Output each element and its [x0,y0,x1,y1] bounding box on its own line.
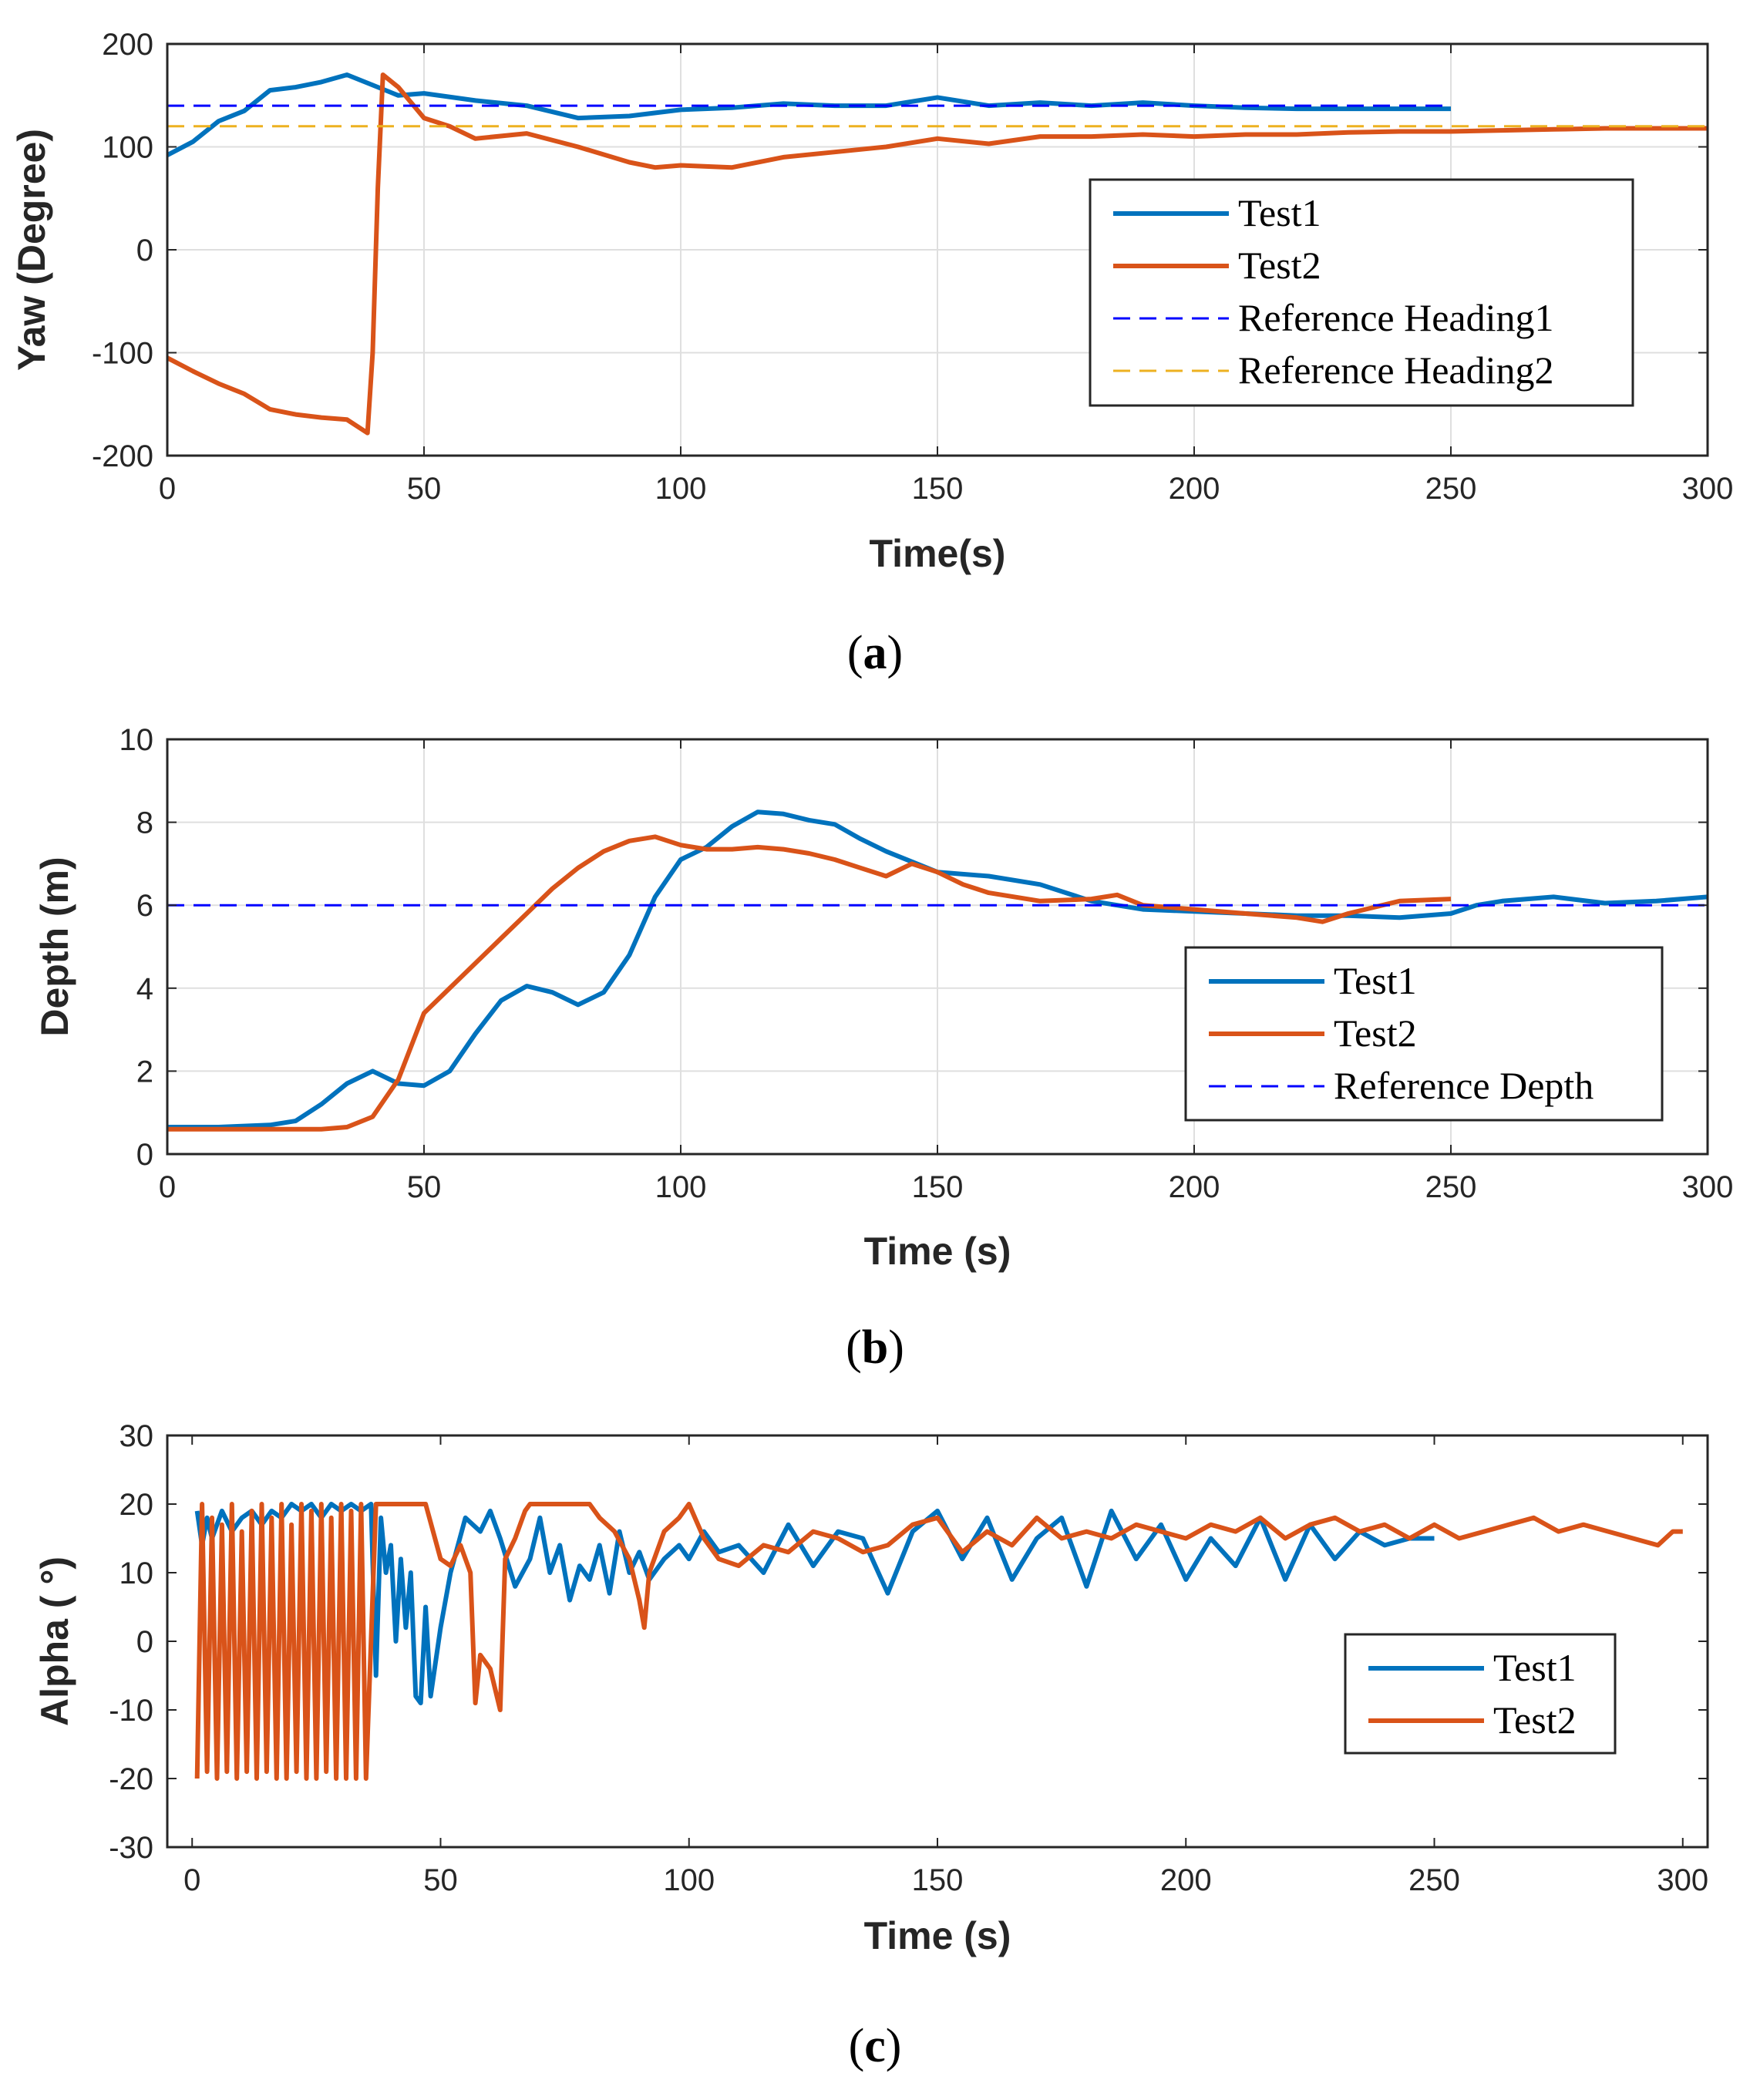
legend: Test1 Test2 Reference Heading1 Reference He… [1089,178,1634,407]
y-tick-label: 2 [136,1055,153,1089]
caption-paren-open: ( [846,1321,862,1374]
y-tick-label: 6 [136,889,153,923]
y-tick-label: 0 [136,1138,153,1172]
series-group [167,72,1708,436]
y-tick-label: 30 [119,1419,154,1453]
legend-label: Test2 [1493,1698,1577,1742]
series-group [167,809,1708,1132]
y-axis-title: Yaw (Degree) [10,129,53,371]
panel-caption: (a) [847,627,903,679]
series-line-test2 [167,72,1708,436]
x-tick-label: 0 [159,472,176,506]
x-tick-label: 200 [1169,472,1220,506]
x-tick-label: 200 [1169,1170,1220,1204]
y-tick-label: -30 [109,1831,153,1865]
y-tick-label: -10 [109,1694,153,1728]
y-tick-label: 0 [136,234,153,268]
series-line-test2 [167,834,1452,1132]
x-axis-title: Time (s) [864,1230,1011,1273]
x-tick-label: 50 [407,1170,442,1204]
panel-caption: (b) [846,1321,904,1374]
caption-letter: a [863,627,887,679]
series-line-test2 [194,1502,1683,1781]
y-tick-label: 100 [102,131,153,165]
series-group [194,1502,1683,1781]
x-tick-label: 250 [1408,1863,1460,1897]
caption-letter: b [862,1321,888,1374]
x-tick-label: 100 [663,1863,715,1897]
y-tick-label: 10 [119,1556,154,1590]
caption-paren-close: ) [888,1321,904,1374]
x-tick-label: 150 [912,472,964,506]
caption-paren-open: ( [849,2020,865,2072]
x-tick-label: 200 [1160,1863,1212,1897]
legend-box [1344,1633,1617,1755]
legend-label: Test1 [1238,191,1321,234]
legend: Test1 Test2 Reference Depth [1184,946,1664,1122]
legend: Test1 Test2 [1344,1633,1617,1755]
legend-label: Test2 [1334,1011,1417,1055]
x-tick-label: 0 [159,1170,176,1204]
x-axis-title: Time(s) [870,532,1006,575]
series-line-test1 [167,809,1708,1129]
y-tick-label: 20 [119,1488,154,1522]
x-tick-label: 100 [655,472,707,506]
y-tick-label: 200 [102,28,153,62]
x-tick-label: 150 [912,1863,964,1897]
legend-box [1089,178,1634,407]
y-tick-label: -20 [109,1762,153,1796]
x-tick-label: 100 [655,1170,707,1204]
x-tick-label: 150 [912,1170,964,1204]
caption-paren-open: ( [847,627,863,679]
x-axis-title: Time (s) [864,1914,1011,1957]
legend-label: Test1 [1334,959,1417,1002]
y-tick-label: 8 [136,806,153,840]
legend-label: Reference Heading2 [1238,348,1554,392]
caption-letter: c [864,2020,886,2072]
panel-caption: (c) [849,2020,902,2072]
y-axis-title: Alpha ( °) [33,1556,76,1726]
chart-panel-a: 0 50 100 150 200 250 300 200 100 0 -100 -200 Time(s)… [10,28,1733,679]
y-tick-label: 4 [136,972,153,1006]
y-tick-label: 0 [136,1625,153,1659]
x-tick-label: 250 [1425,472,1477,506]
x-tick-label: 250 [1425,1170,1477,1204]
legend-label: Reference Depth [1334,1064,1594,1107]
y-tick-label: -100 [92,337,153,371]
x-tick-label: 300 [1657,1863,1708,1897]
chart-panel-b: 0 50 100 150 200 250 300 10 8 6 4 2 0 Time (s) Depth (… [33,723,1733,1374]
legend-label: Reference Heading1 [1238,296,1554,339]
caption-paren-close: ) [886,2020,902,2072]
x-tick-label: 50 [407,472,442,506]
x-tick-label: 50 [423,1863,458,1897]
caption-paren-close: ) [887,627,904,679]
y-tick-label: -200 [92,439,153,473]
x-tick-label: 0 [183,1863,200,1897]
y-axis-title: Depth (m) [33,856,76,1036]
y-tick-label: 10 [119,723,154,757]
legend-label: Test2 [1238,244,1321,287]
x-tick-label: 300 [1682,1170,1734,1204]
x-tick-label: 300 [1682,472,1734,506]
legend-label: Test1 [1493,1646,1577,1689]
